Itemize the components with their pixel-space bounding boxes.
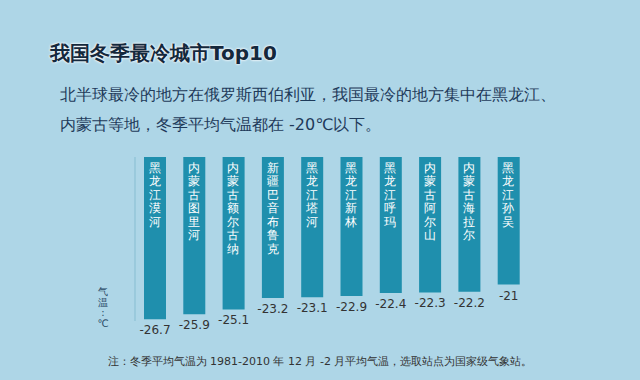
- svg-text:-23.1: -23.1: [297, 301, 328, 315]
- svg-text:黑龙江呼玛: 黑龙江呼玛: [384, 161, 396, 229]
- svg-text:内蒙古海拉尔: 内蒙古海拉尔: [463, 161, 475, 242]
- svg-text:-21: -21: [499, 289, 519, 303]
- html-text:注：冬季平均气温为 1981-2010 年 12 月 -2: 注：冬季平均气温为 1981-2010 年 12 月 -2 月平均气温，选取站点…: [107, 355, 533, 368]
- svg-text:内蒙古图里河: 内蒙古图里河: [188, 161, 200, 242]
- svg-text:内蒙古阿尔山: 内蒙古阿尔山: [424, 161, 436, 242]
- svg-text:黑龙江漠河: 黑龙江漠河: [149, 161, 161, 229]
- svg-text:气温:℃: 气温:℃: [97, 286, 108, 329]
- svg-text:新疆巴音布鲁克: 新疆巴音布鲁克: [267, 161, 279, 256]
- html-text:我国冬季最冷城市Top10: 我国冬季最冷城市Top10: [50, 41, 277, 65]
- svg-text:黑龙江孙吴: 黑龙江孙吴: [502, 161, 514, 229]
- svg-text:-25.1: -25.1: [218, 313, 249, 327]
- svg-text:黑龙江塔河: 黑龙江塔河: [305, 161, 318, 229]
- svg-text:内蒙古额尔古纳: 内蒙古额尔古纳: [227, 161, 239, 256]
- html-text:北半球最冷的地方在俄罗斯西伯利亚，我国最冷的地方集中在黑龙江: 北半球最冷的地方在俄罗斯西伯利亚，我国最冷的地方集中在黑龙江、内蒙古等地，冬季平…: [60, 85, 556, 134]
- svg-text:-22.3: -22.3: [415, 296, 446, 310]
- svg-text:-22.9: -22.9: [336, 300, 367, 314]
- svg-text:-25.9: -25.9: [179, 318, 210, 332]
- svg-text:-26.7: -26.7: [139, 323, 170, 337]
- svg-text:-23.2: -23.2: [257, 302, 288, 316]
- svg-text:-22.2: -22.2: [454, 296, 485, 310]
- svg-text:黑龙江新林: 黑龙江新林: [344, 161, 357, 229]
- svg-text:-22.4: -22.4: [375, 297, 406, 311]
